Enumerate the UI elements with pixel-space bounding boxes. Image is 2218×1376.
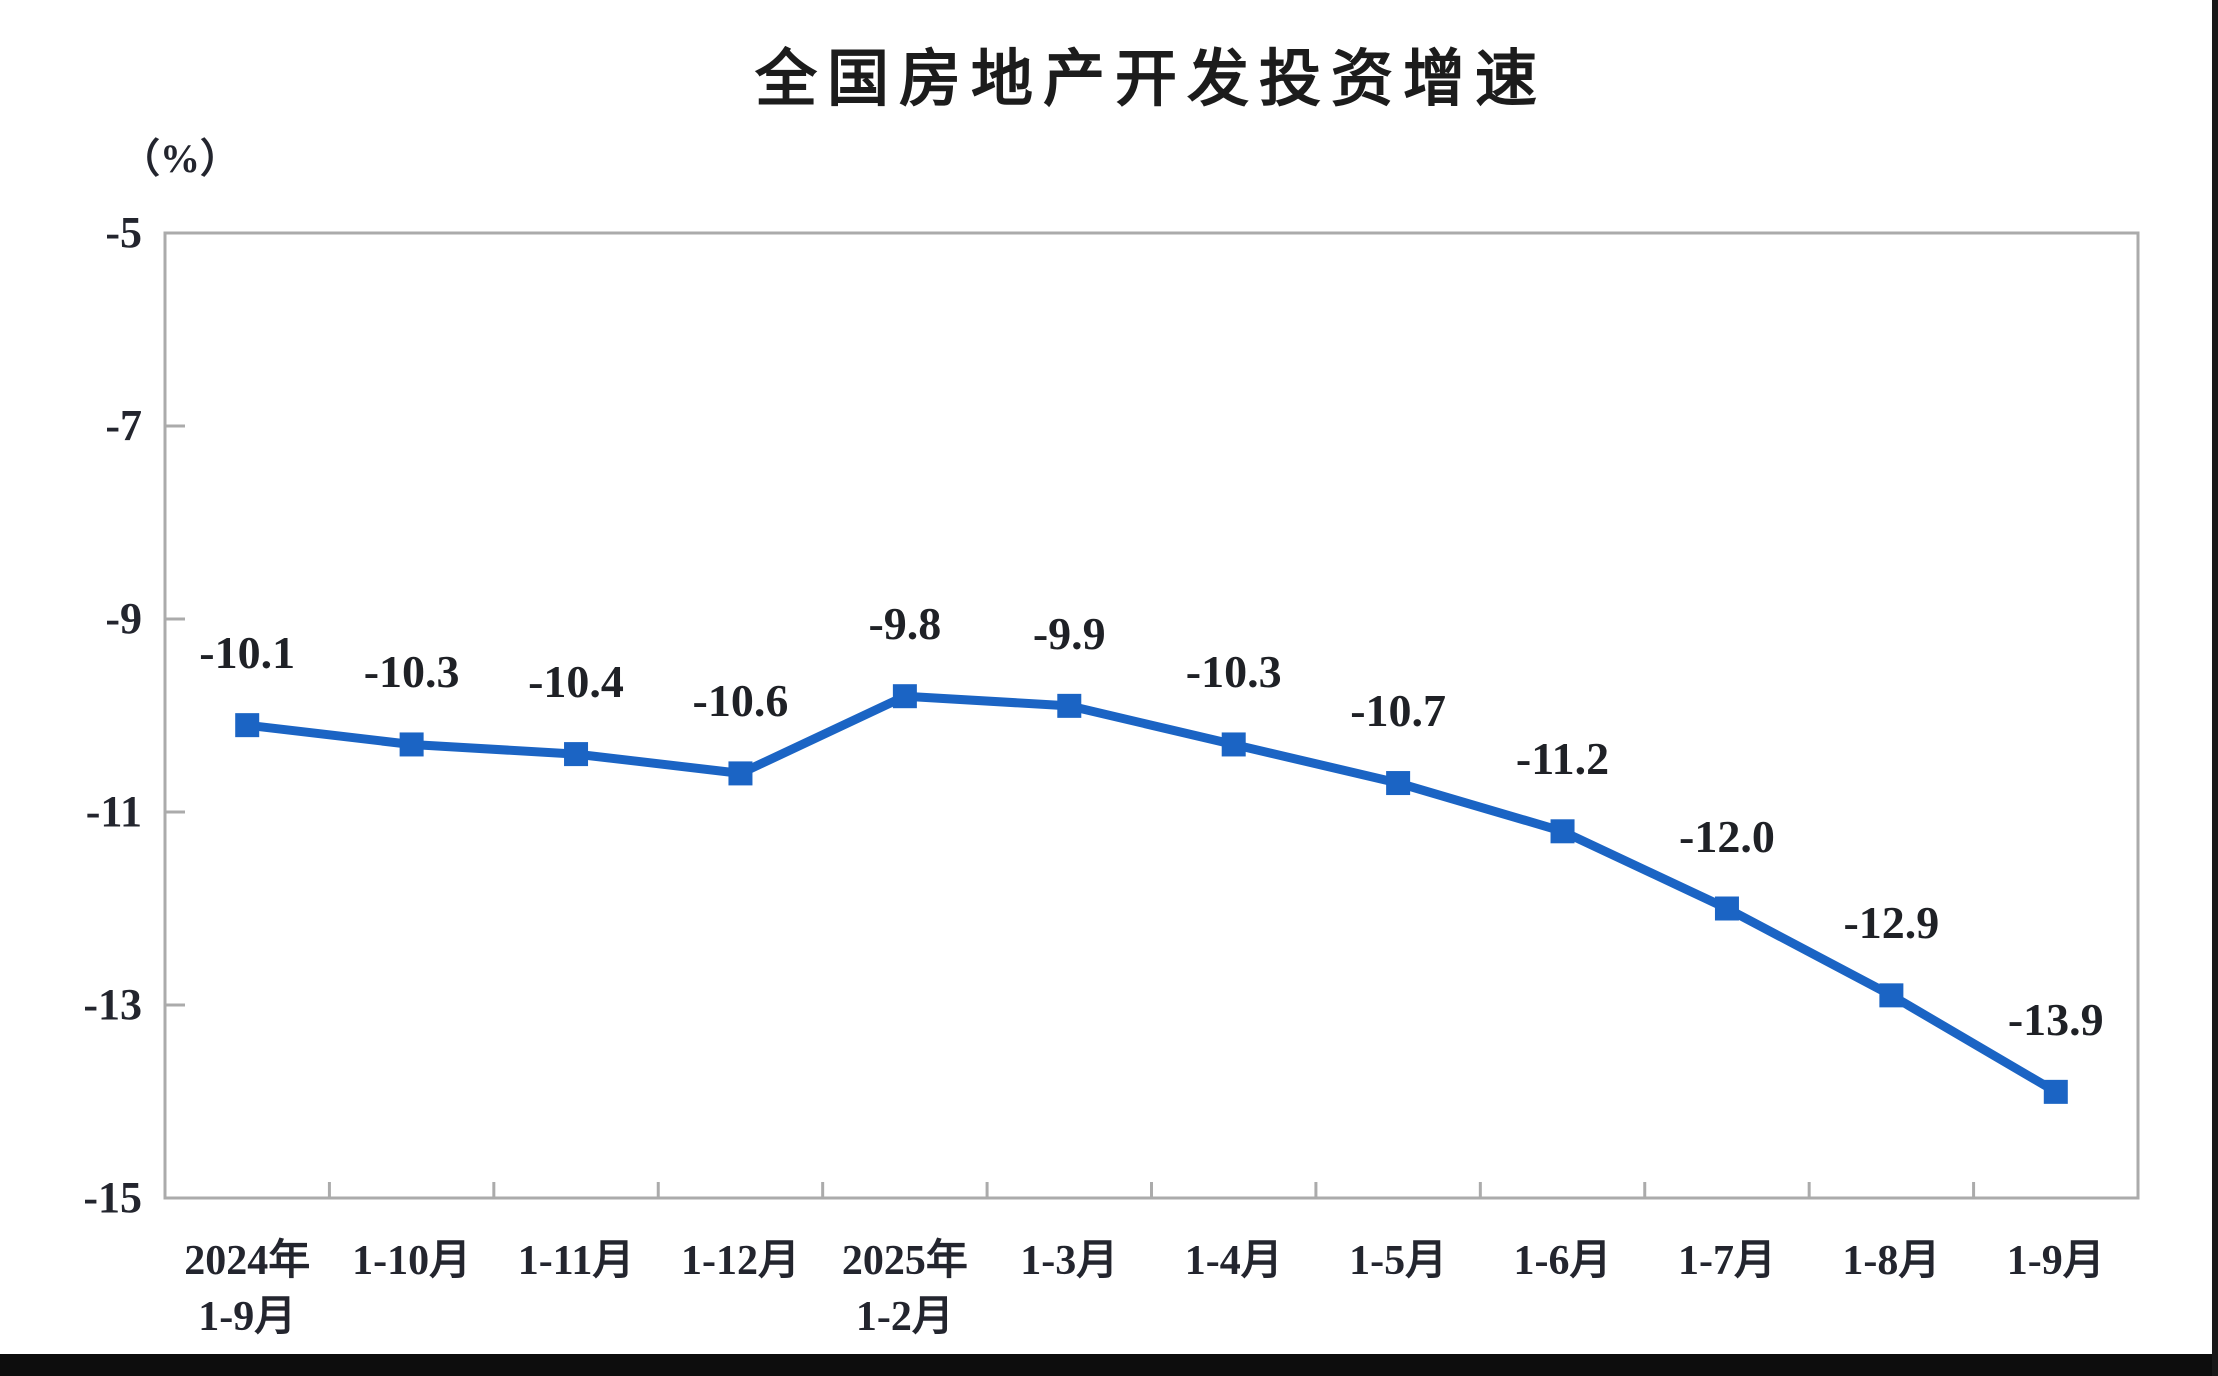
y-axis-tick-label: -15 <box>83 1173 142 1222</box>
data-point-marker <box>235 713 260 738</box>
x-axis-tick-label: 1-4月 <box>1184 1238 1283 1284</box>
y-axis-tick-label: -13 <box>83 980 142 1029</box>
x-axis-tick-label: 1-11月 <box>517 1238 635 1284</box>
data-point-marker <box>1386 771 1411 796</box>
y-axis-tick-label: -7 <box>105 401 142 450</box>
data-point-label: -12.9 <box>1843 897 1940 949</box>
data-point-marker <box>564 742 589 767</box>
data-point-label: -10.7 <box>1350 685 1447 737</box>
x-axis-tick-label: 1-3月 <box>1020 1238 1119 1284</box>
data-point-marker <box>1714 896 1739 921</box>
chart-title: 全国房地产开发投资增速 <box>754 46 1547 114</box>
data-point-label: -13.9 <box>2007 993 2104 1045</box>
plot-border <box>163 231 2140 1200</box>
data-point-label: -10.3 <box>363 646 460 698</box>
window-bottom-edge <box>0 1354 2218 1376</box>
y-axis-tick-label: -11 <box>85 787 142 836</box>
y-axis-tick-label: -5 <box>105 208 142 257</box>
x-axis-tick-label: 1-10月 <box>352 1238 472 1284</box>
x-axis-tick-label: 1-9月 <box>198 1294 297 1340</box>
data-point-marker <box>1879 983 1904 1008</box>
data-point-marker <box>1057 693 1082 718</box>
x-axis-tick-label: 1-7月 <box>1677 1238 1776 1284</box>
y-axis-unit-label: （%） <box>120 136 240 181</box>
data-series-line <box>242 691 2061 1097</box>
data-point-marker <box>399 732 424 757</box>
x-axis-tick-label: 1-5月 <box>1349 1238 1448 1284</box>
window-right-edge <box>2212 0 2218 1376</box>
y-axis-tick-label: -9 <box>105 594 142 643</box>
data-point-label: -10.3 <box>1185 646 1282 698</box>
data-point-label: -10.1 <box>199 627 296 679</box>
x-axis-tick-label: 2024年 <box>184 1238 311 1284</box>
data-point-marker <box>1221 732 1246 757</box>
data-point-label: -9.9 <box>1032 607 1106 659</box>
data-point-label: -9.8 <box>868 598 942 650</box>
x-axis-tick-label: 1-6月 <box>1513 1238 1612 1284</box>
data-point-label: -11.2 <box>1515 733 1610 785</box>
x-axis-tick-label: 1-9月 <box>2006 1238 2105 1284</box>
x-axis-tick-label: 1-8月 <box>1842 1238 1941 1284</box>
data-point-marker <box>728 761 753 786</box>
data-point-label: -10.6 <box>692 675 789 727</box>
x-axis-tick-label: 2025年 <box>841 1238 968 1284</box>
data-point-label: -12.0 <box>1679 810 1775 862</box>
x-axis-tick-label: 1-2月 <box>855 1294 954 1340</box>
x-axis-tick-label: 1-12月 <box>680 1238 800 1284</box>
data-point-marker <box>1550 819 1575 844</box>
data-point-marker <box>892 684 917 709</box>
data-point-label: -10.4 <box>528 656 624 708</box>
data-point-marker <box>2043 1079 2068 1104</box>
